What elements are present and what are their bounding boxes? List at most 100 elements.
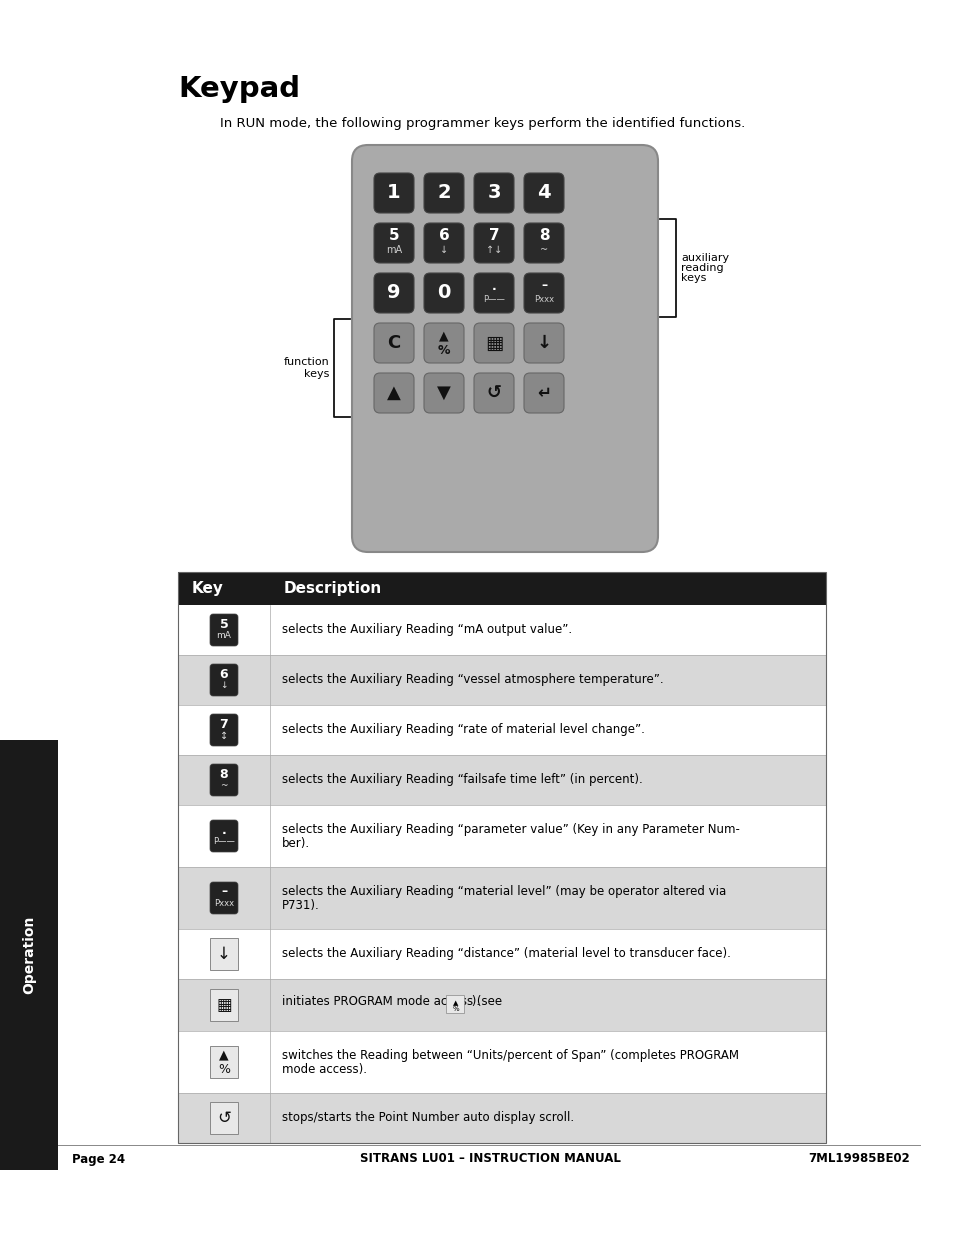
Text: reading: reading xyxy=(680,263,723,273)
Text: keys: keys xyxy=(303,369,329,379)
FancyBboxPatch shape xyxy=(374,273,414,312)
FancyBboxPatch shape xyxy=(210,714,237,746)
Text: 8: 8 xyxy=(219,767,228,781)
Bar xyxy=(178,1031,825,1093)
Bar xyxy=(178,755,825,805)
FancyBboxPatch shape xyxy=(210,764,237,797)
Text: ber).: ber). xyxy=(282,836,310,850)
Text: 7: 7 xyxy=(488,228,498,243)
Text: ▲
%: ▲ % xyxy=(218,1049,230,1076)
FancyBboxPatch shape xyxy=(352,144,658,552)
FancyBboxPatch shape xyxy=(210,664,237,697)
Text: Pxxx: Pxxx xyxy=(213,899,233,909)
FancyBboxPatch shape xyxy=(423,324,463,363)
Text: P——: P—— xyxy=(482,295,504,305)
Text: 7ML19985BE02: 7ML19985BE02 xyxy=(807,1152,909,1166)
Bar xyxy=(178,705,825,755)
Text: 5: 5 xyxy=(219,618,228,631)
FancyBboxPatch shape xyxy=(374,373,414,412)
Text: ↓: ↓ xyxy=(536,333,551,352)
Text: 9: 9 xyxy=(387,284,400,303)
Bar xyxy=(446,995,464,1013)
Text: initiates PROGRAM mode access (see: initiates PROGRAM mode access (see xyxy=(282,994,505,1008)
FancyBboxPatch shape xyxy=(210,882,237,914)
Bar xyxy=(178,929,825,979)
Text: mode access).: mode access). xyxy=(282,1062,367,1076)
FancyBboxPatch shape xyxy=(523,273,563,312)
Text: auxiliary: auxiliary xyxy=(680,253,728,263)
Text: 8: 8 xyxy=(538,228,549,243)
Bar xyxy=(178,1093,825,1144)
Text: –: – xyxy=(540,279,546,293)
FancyBboxPatch shape xyxy=(523,224,563,263)
Bar xyxy=(178,572,825,1144)
Bar xyxy=(178,979,825,1031)
FancyBboxPatch shape xyxy=(474,173,514,212)
Text: ↵: ↵ xyxy=(537,384,551,403)
Text: selects the Auxiliary Reading “mA output value”.: selects the Auxiliary Reading “mA output… xyxy=(282,624,572,636)
Bar xyxy=(210,989,237,1021)
Text: 1: 1 xyxy=(387,184,400,203)
FancyBboxPatch shape xyxy=(523,373,563,412)
Text: .: . xyxy=(221,824,226,836)
Text: ↕: ↕ xyxy=(220,731,228,741)
Text: ~: ~ xyxy=(539,245,547,254)
Text: selects the Auxiliary Reading “material level” (may be operator altered via: selects the Auxiliary Reading “material … xyxy=(282,884,725,898)
Text: In RUN mode, the following programmer keys perform the identified functions.: In RUN mode, the following programmer ke… xyxy=(220,117,744,130)
Text: 4: 4 xyxy=(537,184,550,203)
FancyBboxPatch shape xyxy=(423,224,463,263)
FancyBboxPatch shape xyxy=(474,373,514,412)
Text: 6: 6 xyxy=(438,228,449,243)
FancyBboxPatch shape xyxy=(374,173,414,212)
Text: selects the Auxiliary Reading “rate of material level change”.: selects the Auxiliary Reading “rate of m… xyxy=(282,724,644,736)
Text: mA: mA xyxy=(386,245,401,254)
FancyBboxPatch shape xyxy=(374,224,414,263)
Bar xyxy=(178,867,825,929)
Text: C: C xyxy=(387,333,400,352)
FancyBboxPatch shape xyxy=(474,324,514,363)
Text: ▲: ▲ xyxy=(453,1000,457,1007)
Text: P——: P—— xyxy=(213,837,234,846)
FancyBboxPatch shape xyxy=(423,373,463,412)
Text: stops/starts the Point Number auto display scroll.: stops/starts the Point Number auto displ… xyxy=(282,1112,574,1125)
Text: ▦: ▦ xyxy=(216,995,232,1014)
Text: selects the Auxiliary Reading “parameter value” (Key in any Parameter Num-: selects the Auxiliary Reading “parameter… xyxy=(282,823,740,836)
Text: ↓: ↓ xyxy=(217,945,231,963)
Text: ↓: ↓ xyxy=(439,245,448,254)
Text: ).: ). xyxy=(468,994,480,1008)
FancyBboxPatch shape xyxy=(374,324,414,363)
Text: 6: 6 xyxy=(219,667,228,680)
Bar xyxy=(0,740,58,1170)
Bar xyxy=(178,805,825,867)
Text: P731).: P731). xyxy=(282,899,319,911)
Bar xyxy=(210,1046,237,1078)
FancyBboxPatch shape xyxy=(474,224,514,263)
Text: –: – xyxy=(221,885,227,899)
Text: 0: 0 xyxy=(436,284,450,303)
FancyBboxPatch shape xyxy=(474,273,514,312)
Text: Page 24: Page 24 xyxy=(71,1152,125,1166)
Text: 7: 7 xyxy=(219,718,228,730)
Text: ↺: ↺ xyxy=(217,1109,231,1128)
Text: ↑↓: ↑↓ xyxy=(485,245,501,254)
FancyBboxPatch shape xyxy=(523,324,563,363)
Text: 3: 3 xyxy=(487,184,500,203)
Text: .: . xyxy=(491,279,496,293)
Bar xyxy=(210,1102,237,1134)
Text: function: function xyxy=(283,357,329,367)
Text: ▲: ▲ xyxy=(387,384,400,403)
FancyBboxPatch shape xyxy=(523,173,563,212)
Text: ↺: ↺ xyxy=(486,384,501,403)
FancyBboxPatch shape xyxy=(210,820,237,852)
Text: %: % xyxy=(452,1007,458,1011)
FancyBboxPatch shape xyxy=(210,614,237,646)
Text: 2: 2 xyxy=(436,184,451,203)
Text: Key: Key xyxy=(192,580,224,597)
Text: selects the Auxiliary Reading “distance” (material level to transducer face).: selects the Auxiliary Reading “distance”… xyxy=(282,947,730,961)
Text: ▦: ▦ xyxy=(484,333,502,352)
Text: Pxxx: Pxxx xyxy=(534,295,554,305)
FancyBboxPatch shape xyxy=(423,273,463,312)
Text: ▲
%: ▲ % xyxy=(437,329,450,357)
FancyBboxPatch shape xyxy=(423,173,463,212)
Text: selects the Auxiliary Reading “vessel atmosphere temperature”.: selects the Auxiliary Reading “vessel at… xyxy=(282,673,663,687)
